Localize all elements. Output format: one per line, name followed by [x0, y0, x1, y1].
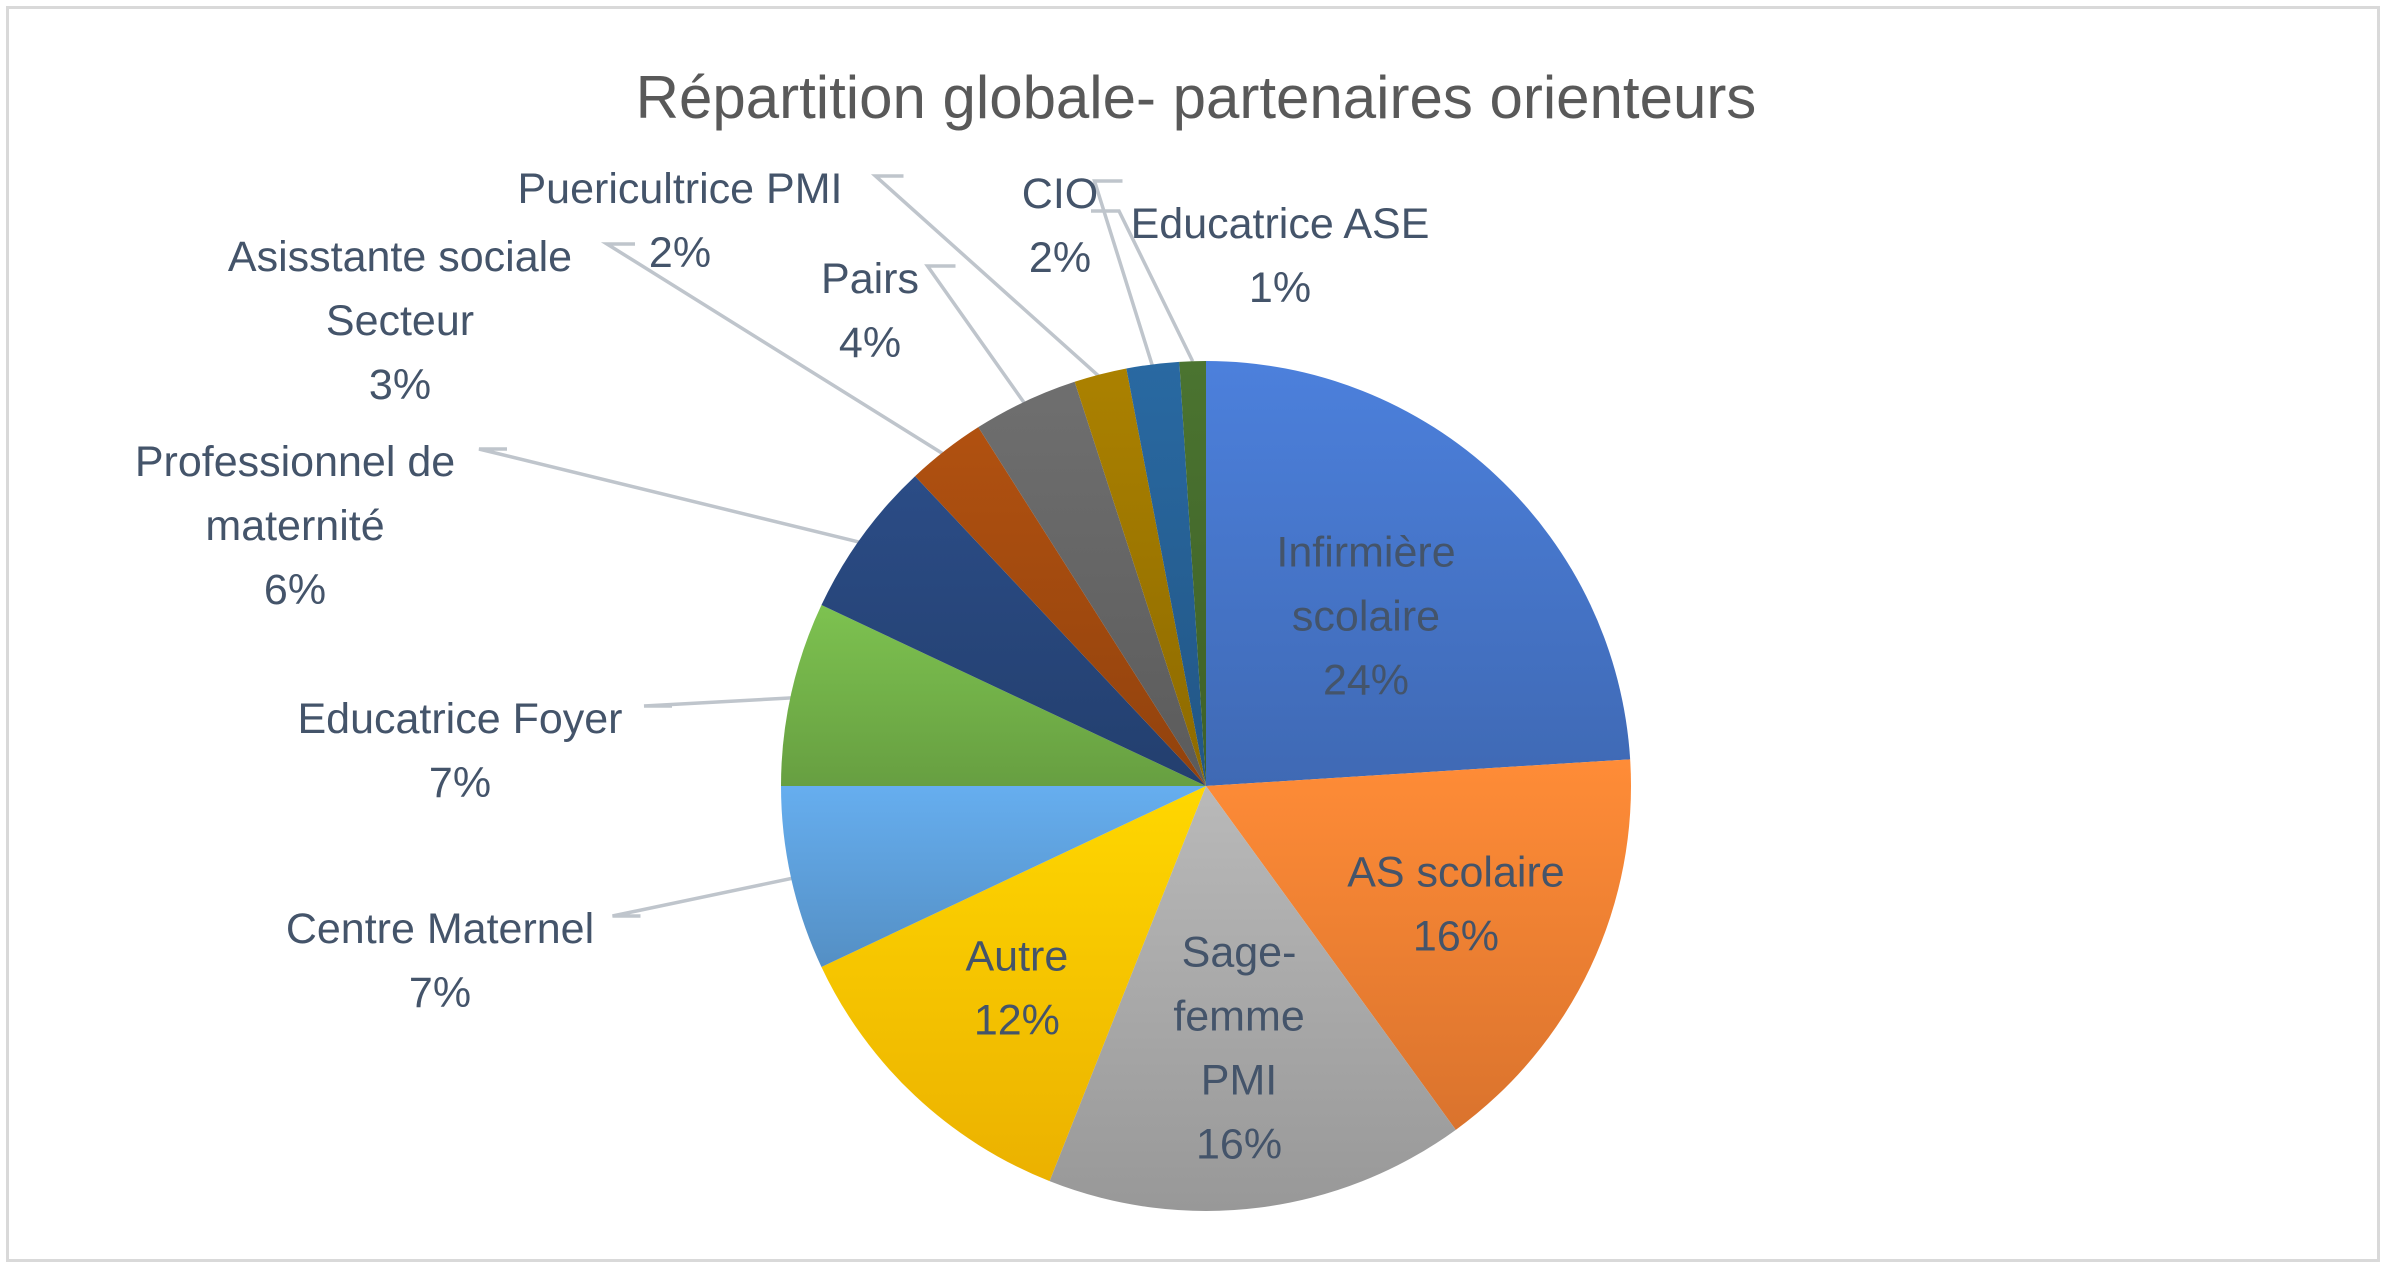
pie-slice-1: [1206, 361, 1631, 786]
chart-title: Répartition globale- partenaires oriente…: [636, 64, 1757, 131]
leader-lines: [478, 174, 1195, 918]
data-labels: Infirmière scolaire 24% AS scolaire 16% Sage-…: [135, 165, 1565, 1168]
data-label-12: Educatrice ASE 1%: [1131, 200, 1430, 312]
data-label-5: Centre Maternel 7%: [286, 905, 594, 1017]
pie-slice-3: [1049, 786, 1456, 1211]
pie-slice-7: [821, 476, 1206, 786]
pie-slices: [781, 361, 1632, 1211]
pie-slice-6: [781, 605, 1206, 786]
leader-line-8: [600, 242, 955, 462]
data-label-10: Puericultrice PMI 2%: [518, 165, 843, 277]
data-label-8: Asisstante sociale Secteur 3%: [228, 233, 572, 409]
data-label-3: Sage-femme PMI 16%: [1173, 928, 1304, 1168]
leader-line-7: [478, 447, 877, 548]
pie-slice-8: [915, 427, 1206, 786]
data-label-9: Pairs 4%: [821, 255, 919, 367]
data-label-11: CIO 2%: [1022, 170, 1098, 282]
data-label-6: Educatrice Foyer 7%: [297, 695, 622, 807]
leader-line-11: [1092, 179, 1155, 370]
pie-slice-2: [1206, 759, 1632, 1130]
pie-slice-10: [1074, 368, 1206, 786]
leader-line-5: [612, 873, 809, 918]
leader-line-6: [643, 695, 808, 708]
data-label-2: AS scolaire 16%: [1347, 849, 1564, 961]
leader-line-9: [924, 264, 1031, 411]
pie-slice-5: [781, 786, 1206, 967]
pie-slice-9: [978, 381, 1206, 786]
leader-line-12: [1091, 209, 1195, 362]
data-label-1: Infirmière scolaire 24%: [1276, 529, 1455, 705]
pie-slice-12: [1179, 361, 1206, 786]
leader-line-10: [870, 174, 1103, 380]
data-label-7: Professionnel de maternité 6%: [135, 438, 455, 614]
data-label-4: Autre 12%: [966, 932, 1069, 1044]
pie-slice-4: [821, 786, 1206, 1182]
pie-slice-11: [1126, 361, 1206, 786]
